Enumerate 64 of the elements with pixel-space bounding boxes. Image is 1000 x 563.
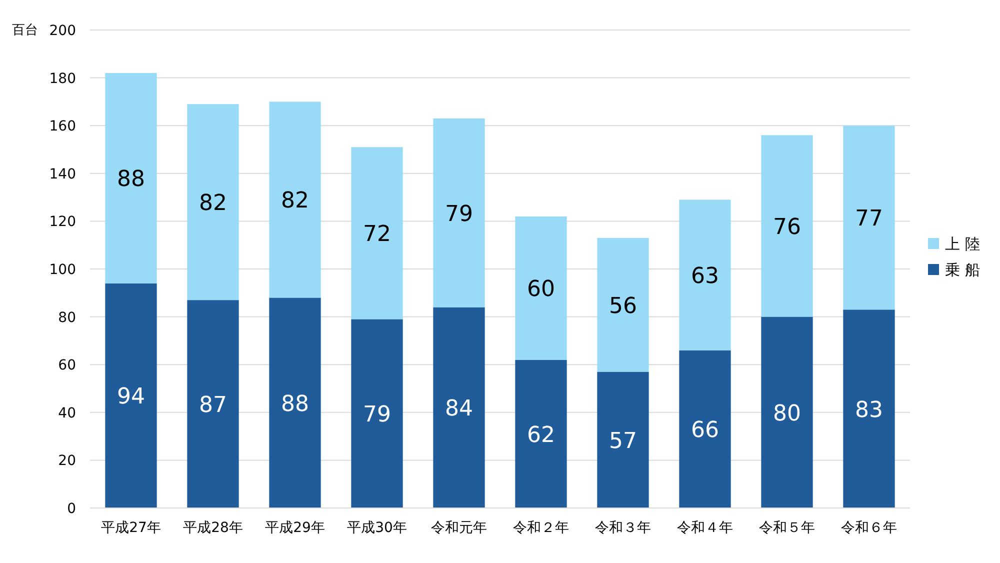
bar [269, 298, 321, 508]
bar [843, 310, 895, 508]
y-tick-label: 60 [58, 358, 76, 374]
data-label: 77 [855, 206, 883, 232]
bar [269, 102, 321, 298]
bar [433, 118, 485, 308]
data-label: 80 [773, 401, 801, 426]
bar [761, 135, 813, 317]
y-tick-label: 140 [49, 166, 76, 182]
y-tick-label: 40 [58, 405, 76, 422]
data-label: 88 [281, 392, 309, 417]
bar [351, 147, 403, 320]
bar [105, 73, 157, 284]
bar [187, 104, 239, 300]
bar [515, 360, 567, 508]
bar [515, 216, 567, 360]
x-tick-label: 令和元年 [431, 520, 487, 536]
bar [597, 238, 649, 372]
bar [679, 200, 731, 350]
y-tick-label: 180 [49, 70, 76, 87]
x-tick-label: 令和２年 [513, 520, 569, 536]
data-label: 84 [445, 396, 473, 422]
x-tick-label: 令和６年 [841, 520, 897, 536]
bar [597, 372, 649, 508]
y-tick-label: 100 [49, 262, 76, 278]
bar [433, 307, 485, 508]
data-label: 76 [773, 214, 801, 240]
y-tick-label: 80 [58, 310, 76, 326]
data-label: 87 [199, 393, 227, 418]
x-tick-label: 平成29年 [265, 520, 325, 536]
y-tick-label: 120 [49, 214, 76, 230]
data-label: 62 [527, 422, 555, 448]
data-label: 57 [609, 428, 637, 454]
y-tick-label: 0 [67, 501, 76, 517]
bar [351, 319, 403, 508]
data-label: 63 [691, 264, 719, 289]
data-label: 60 [527, 277, 555, 302]
bar [761, 316, 813, 508]
data-label: 56 [609, 294, 637, 319]
data-label: 72 [363, 222, 391, 248]
data-label: 79 [363, 402, 391, 428]
legend-label: 乗 船 [945, 261, 980, 279]
bar [187, 300, 239, 508]
bar [679, 350, 731, 508]
x-tick-label: 平成28年 [183, 520, 243, 536]
legend-label: 上 陸 [945, 235, 980, 253]
data-label: 88 [117, 167, 145, 192]
data-label: 82 [281, 188, 309, 214]
bar [843, 126, 895, 310]
y-axis-title: 百台 [12, 23, 38, 38]
x-tick-label: 平成27年 [101, 520, 161, 536]
data-label: 66 [691, 418, 719, 444]
y-tick-label: 160 [49, 118, 76, 135]
data-label: 82 [199, 191, 227, 216]
data-label: 94 [117, 384, 145, 410]
bar [105, 283, 157, 508]
x-tick-label: 平成30年 [347, 520, 407, 536]
x-tick-label: 令和３年 [595, 520, 651, 536]
y-tick-label: 200 [49, 23, 76, 39]
data-label: 83 [855, 398, 883, 423]
x-tick-label: 令和５年 [759, 520, 815, 536]
y-tick-label: 20 [58, 453, 76, 470]
x-tick-label: 令和４年 [677, 520, 733, 536]
data-label: 79 [445, 202, 473, 227]
